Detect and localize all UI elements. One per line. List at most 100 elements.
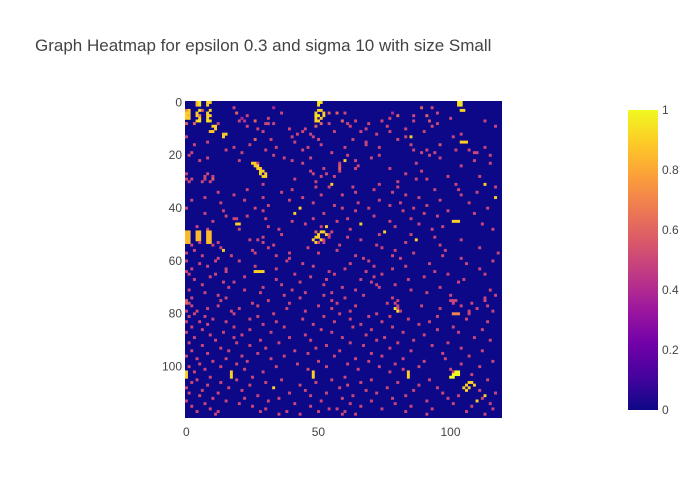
heatmap-cell — [330, 330, 334, 334]
heatmap-cell — [277, 396, 281, 400]
heatmap-cell — [192, 336, 196, 340]
heatmap-cell — [311, 217, 315, 221]
heatmap-cell — [451, 370, 455, 374]
heatmap-cell — [483, 299, 487, 303]
heatmap-cell — [494, 293, 498, 297]
heatmap-cell — [206, 351, 210, 355]
heatmap-cell — [229, 373, 233, 377]
heatmap-cell — [335, 111, 339, 115]
heatmap-cell — [449, 299, 453, 303]
heatmap-cell — [346, 217, 350, 221]
heatmap-cell — [317, 119, 321, 123]
heatmap-cell — [396, 185, 400, 189]
heatmap-cell — [472, 383, 476, 387]
heatmap-cell — [303, 333, 307, 337]
heatmap-cell — [380, 354, 384, 358]
heatmap-cell — [367, 359, 371, 363]
heatmap-cell — [261, 235, 265, 239]
heatmap-cell — [319, 230, 323, 234]
heatmap-cell — [417, 383, 421, 387]
heatmap-cell — [224, 148, 228, 152]
heatmap-cell — [266, 204, 270, 207]
colorbar-gradient — [628, 110, 658, 410]
heatmap-cell — [338, 169, 342, 173]
heatmap-cell — [462, 140, 466, 144]
heatmap-cell — [219, 299, 223, 303]
heatmap-cell — [414, 177, 418, 181]
heatmap-cell — [235, 222, 239, 226]
heatmap-cell — [317, 241, 321, 244]
heatmap-cell — [340, 336, 344, 340]
heatmap-cell — [211, 219, 215, 223]
heatmap-cell — [335, 248, 339, 252]
heatmap-cell — [494, 196, 498, 200]
heatmap-cell — [346, 235, 350, 239]
heatmap-cell — [449, 293, 453, 297]
heatmap-cell — [211, 130, 215, 133]
heatmap-cell — [282, 156, 286, 160]
heatmap-cell — [187, 272, 191, 276]
heatmap-cell — [264, 217, 268, 221]
y-tick-label: 100 — [162, 360, 182, 374]
heatmap-cell — [269, 357, 273, 361]
heatmap-cell — [274, 145, 278, 149]
heatmap-cell — [348, 124, 352, 128]
heatmap-cell — [185, 122, 188, 126]
heatmap-cell — [483, 145, 487, 149]
heatmap-cell — [451, 299, 455, 303]
heatmap-cell — [214, 412, 217, 416]
heatmap-cell — [256, 304, 260, 308]
heatmap-cell — [338, 167, 342, 170]
heatmap-cell — [301, 130, 305, 133]
heatmap-plot-area — [185, 101, 502, 418]
heatmap-cell — [266, 116, 270, 120]
heatmap-cell — [491, 259, 495, 263]
heatmap-cell — [224, 270, 228, 274]
heatmap-cell — [332, 320, 336, 324]
heatmap-cell — [404, 135, 408, 139]
heatmap-cell — [290, 219, 294, 223]
heatmap-cell — [251, 301, 254, 305]
heatmap-cell — [314, 185, 318, 189]
heatmap-cell — [192, 312, 196, 316]
heatmap-cell — [219, 246, 223, 250]
heatmap-cell — [375, 338, 379, 342]
heatmap-cell — [235, 378, 239, 382]
heatmap-cell — [343, 375, 347, 379]
y-tick-label: 20 — [169, 148, 183, 162]
heatmap-cell — [354, 254, 358, 258]
heatmap-cell — [369, 280, 373, 284]
heatmap-cell — [243, 119, 247, 123]
heatmap-cell — [332, 272, 336, 276]
heatmap-cell — [198, 101, 202, 104]
heatmap-cell — [372, 275, 376, 279]
heatmap-cell — [219, 365, 223, 369]
heatmap-cell — [206, 233, 210, 237]
heatmap-cell — [430, 124, 434, 128]
heatmap-cell — [195, 378, 199, 382]
heatmap-cell — [406, 375, 410, 379]
heatmap-cell — [266, 399, 270, 403]
heatmap-cell — [200, 328, 204, 332]
heatmap-cell — [459, 132, 463, 136]
heatmap-cell — [483, 119, 487, 123]
heatmap-cell — [348, 402, 352, 406]
heatmap-cell — [393, 248, 397, 252]
heatmap-cell — [428, 262, 431, 266]
heatmap-cell — [412, 251, 416, 255]
heatmap-cell — [322, 167, 326, 170]
heatmap-cell — [256, 270, 260, 274]
heatmap-cell — [185, 251, 188, 255]
heatmap-cell — [253, 251, 257, 255]
heatmap-cell — [480, 349, 484, 353]
heatmap-cell — [190, 304, 194, 308]
heatmap-cell — [264, 407, 268, 411]
heatmap-cell — [253, 264, 257, 268]
heatmap-cell — [264, 381, 268, 384]
x-tick-label: 50 — [312, 425, 326, 439]
heatmap-cell — [396, 341, 400, 345]
heatmap-cell — [425, 204, 429, 207]
heatmap-cell — [245, 214, 249, 218]
heatmap-cell — [288, 336, 291, 340]
heatmap-cell — [475, 151, 479, 155]
